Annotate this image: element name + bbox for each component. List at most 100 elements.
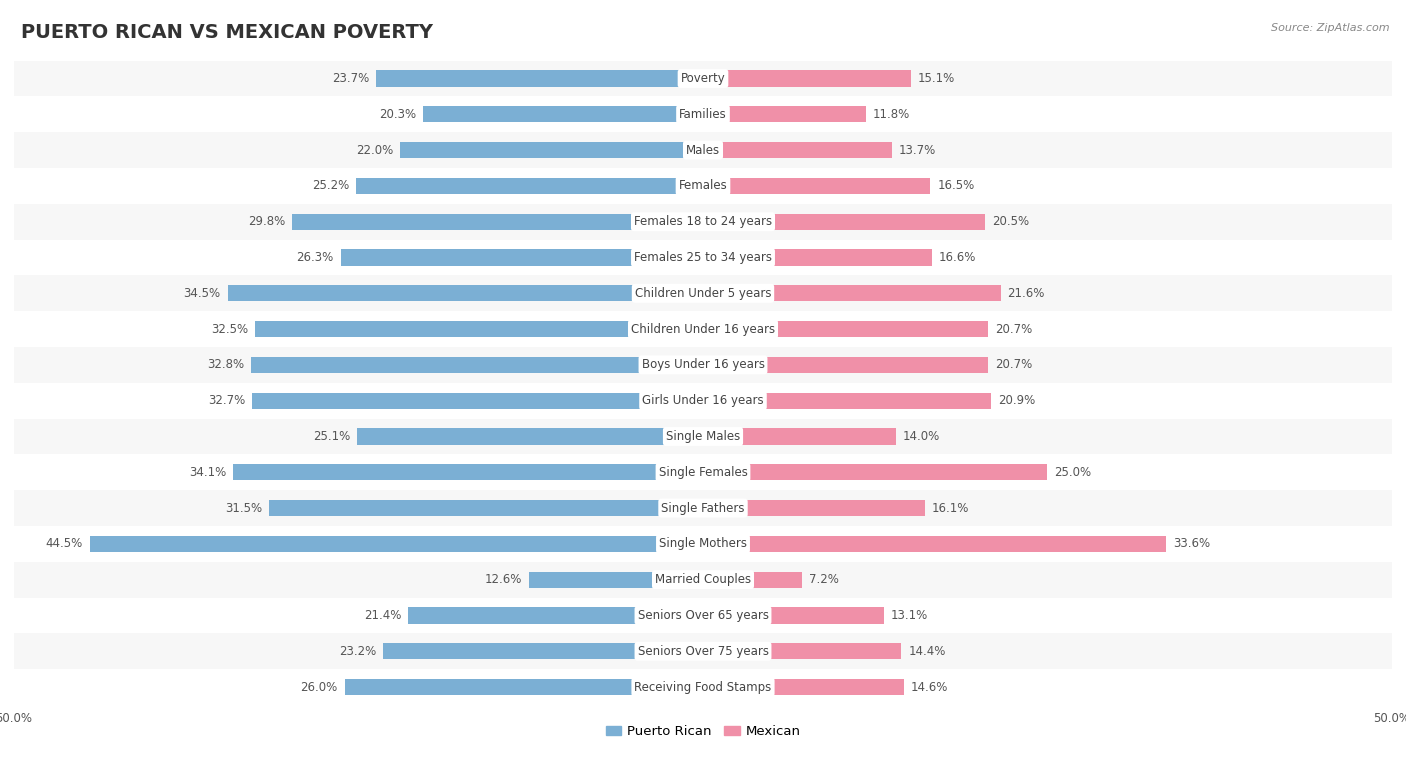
Text: Seniors Over 65 years: Seniors Over 65 years [637,609,769,622]
Text: Females 18 to 24 years: Females 18 to 24 years [634,215,772,228]
Bar [14,454,1392,490]
Text: Source: ZipAtlas.com: Source: ZipAtlas.com [1271,23,1389,33]
Text: 25.2%: 25.2% [312,180,349,193]
Bar [90,536,703,552]
Text: Single Females: Single Females [658,465,748,479]
Text: 14.6%: 14.6% [911,681,949,694]
Bar [14,634,1392,669]
Bar [703,357,988,373]
Text: 34.5%: 34.5% [184,287,221,300]
Bar [14,204,1392,240]
Bar [703,106,866,122]
Bar [377,70,703,86]
Bar [703,214,986,230]
Text: Poverty: Poverty [681,72,725,85]
Bar [703,321,988,337]
Bar [384,644,703,659]
Bar [228,285,703,302]
Text: 25.0%: 25.0% [1054,465,1091,479]
Bar [14,597,1392,634]
Text: 16.1%: 16.1% [932,502,969,515]
Text: 15.1%: 15.1% [918,72,955,85]
Text: 34.1%: 34.1% [188,465,226,479]
Bar [703,500,925,516]
Text: 29.8%: 29.8% [249,215,285,228]
Bar [703,285,1001,302]
Text: Females 25 to 34 years: Females 25 to 34 years [634,251,772,264]
Text: 20.5%: 20.5% [993,215,1029,228]
Text: 31.5%: 31.5% [225,502,262,515]
Text: Married Couples: Married Couples [655,573,751,586]
Text: PUERTO RICAN VS MEXICAN POVERTY: PUERTO RICAN VS MEXICAN POVERTY [21,23,433,42]
Bar [703,644,901,659]
Legend: Puerto Rican, Mexican: Puerto Rican, Mexican [600,720,806,744]
Bar [14,132,1392,168]
Bar [14,347,1392,383]
Bar [530,572,703,587]
Text: 26.0%: 26.0% [301,681,337,694]
Text: 14.0%: 14.0% [903,430,941,443]
Bar [703,178,931,194]
Text: 23.2%: 23.2% [339,645,377,658]
Text: 20.7%: 20.7% [995,359,1032,371]
Text: Children Under 5 years: Children Under 5 years [634,287,772,300]
Bar [703,249,932,265]
Bar [703,70,911,86]
Text: Seniors Over 75 years: Seniors Over 75 years [637,645,769,658]
Bar [14,418,1392,454]
Text: 32.8%: 32.8% [207,359,245,371]
Text: 13.1%: 13.1% [890,609,928,622]
Text: Single Fathers: Single Fathers [661,502,745,515]
Text: Children Under 16 years: Children Under 16 years [631,323,775,336]
Text: 32.7%: 32.7% [208,394,246,407]
Bar [356,178,703,194]
Text: Boys Under 16 years: Boys Under 16 years [641,359,765,371]
Bar [14,490,1392,526]
Text: 26.3%: 26.3% [297,251,333,264]
Text: 44.5%: 44.5% [46,537,83,550]
Bar [408,607,703,624]
Bar [14,240,1392,275]
Text: 25.1%: 25.1% [314,430,350,443]
Bar [14,562,1392,597]
Bar [703,142,891,158]
Text: 20.7%: 20.7% [995,323,1032,336]
Bar [252,357,703,373]
Text: 21.6%: 21.6% [1008,287,1045,300]
Text: Families: Families [679,108,727,121]
Text: 14.4%: 14.4% [908,645,946,658]
Bar [14,312,1392,347]
Bar [233,464,703,481]
Bar [703,679,904,695]
Bar [703,607,883,624]
Text: 11.8%: 11.8% [873,108,910,121]
Bar [703,464,1047,481]
Text: Males: Males [686,143,720,157]
Bar [254,321,703,337]
Bar [340,249,703,265]
Bar [14,669,1392,705]
Text: 20.3%: 20.3% [380,108,416,121]
Text: 33.6%: 33.6% [1173,537,1211,550]
Bar [703,572,803,587]
Text: 32.5%: 32.5% [211,323,249,336]
Bar [399,142,703,158]
Bar [14,96,1392,132]
Bar [344,679,703,695]
Bar [423,106,703,122]
Text: 12.6%: 12.6% [485,573,523,586]
Text: 20.9%: 20.9% [998,394,1035,407]
Text: Females: Females [679,180,727,193]
Text: 13.7%: 13.7% [898,143,936,157]
Bar [292,214,703,230]
Text: Single Males: Single Males [666,430,740,443]
Bar [14,383,1392,418]
Text: Receiving Food Stamps: Receiving Food Stamps [634,681,772,694]
Bar [253,393,703,409]
Bar [14,61,1392,96]
Text: 22.0%: 22.0% [356,143,392,157]
Bar [703,536,1166,552]
Text: 16.5%: 16.5% [938,180,974,193]
Text: 7.2%: 7.2% [808,573,839,586]
Bar [14,526,1392,562]
